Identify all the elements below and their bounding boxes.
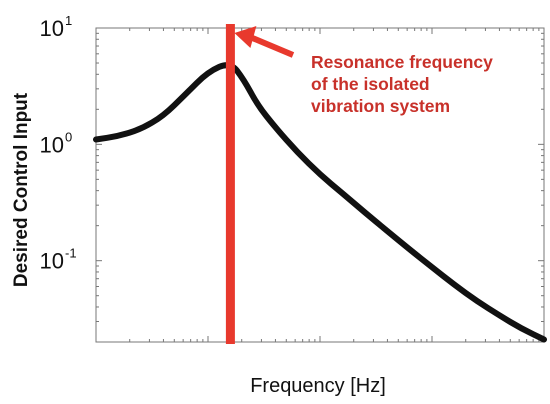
x-axis-ticks (95, 28, 540, 342)
annotation-arrow-head (234, 26, 257, 48)
y-tick-label-exponent: -1 (65, 246, 77, 261)
y-axis-title: Desired Control Input (11, 92, 32, 287)
y-tick-label-exponent: 0 (65, 129, 72, 144)
series-group (93, 62, 547, 343)
annotation-text-line: of the isolated (311, 74, 430, 94)
series-line (93, 62, 547, 343)
y-tick-label-exponent: 1 (65, 13, 72, 28)
annotation-arrow-shaft (251, 35, 295, 58)
y-tick-label: 10 (40, 16, 64, 41)
y-tick-label: 10 (40, 132, 64, 157)
annotation-text-line: Resonance frequency (311, 52, 493, 72)
y-tick-label: 10 (40, 249, 64, 274)
x-axis-title: Frequency [Hz] (250, 375, 386, 397)
annotation-text-line: vibration system (311, 96, 450, 116)
